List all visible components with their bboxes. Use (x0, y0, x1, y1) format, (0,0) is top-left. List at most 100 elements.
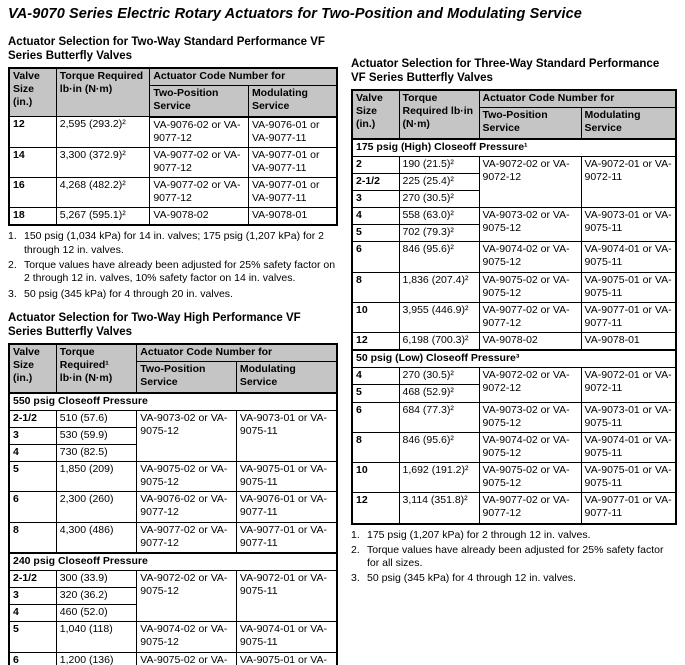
col-header-modulating: Modulating Service (235, 361, 338, 394)
two-position-code-cell: VA-9078-02 (478, 332, 582, 351)
footnote-number: 1. (351, 528, 360, 541)
two-position-code-cell: VA-9077-02 or VA-9077-12 (478, 492, 582, 524)
closeoff-section-row: 550 psig Closeoff Pressure (8, 391, 338, 411)
col-header-actuator-group: Actuator Code Number for (149, 67, 338, 87)
col-header-torque: Torque Required lb·in (N·m) (55, 67, 151, 118)
table-row: 12 3,114 (351.8)² VA-9077-02 or VA-9077-12… (351, 492, 677, 524)
modulating-code-cell: VA-9076-01 or VA-9077-11 (247, 116, 338, 148)
table-row: 4 730 (82.5) (8, 443, 337, 463)
valve-size-cell: 6 (351, 241, 400, 273)
torque-cell: 300 (33.9) (55, 569, 138, 589)
col-header-valve-size: Valve Size (in.) (8, 343, 57, 394)
table-row: 8 4,300 (486) VA-9077-02 or VA-9077-12 VA-9… (8, 521, 338, 554)
table-row: 5 468 (52.9)² (351, 384, 676, 403)
two-position-code-cell: VA-9078-02 (149, 207, 249, 226)
modulating-code-cell: VA-9074-01 or VA-9075-11 (580, 431, 677, 464)
footnote-text: Torque values have already been adjusted… (24, 259, 336, 285)
modulating-code-cell: VA-9072-01 or VA-9072-11 (580, 155, 677, 209)
modulating-code-cell: VA-9075-01 or VA-9075-11 (580, 271, 677, 303)
modulating-code-cell: VA-9073-01 or VA-9075-11 (580, 206, 677, 243)
torque-cell: 3,955 (446.9)² (398, 301, 480, 334)
modulating-code-cell: VA-9075-01 or VA-9075-11 (235, 461, 338, 493)
table-row: 4 270 (30.5)² VA-9072-02 or VA-9072-12 VA-9… (351, 367, 677, 403)
table-row: 14 3,300 (372.9)² VA-9077-02 or VA-9077-12… (8, 146, 338, 179)
footnote-number: 3. (8, 287, 17, 300)
table-row: 8 846 (95.6)² VA-9074-02 or VA-9075-12 VA-9… (351, 431, 677, 464)
table-row: 5 1,850 (209) VA-9075-02 or VA-9075-12 VA-9… (8, 461, 338, 493)
footnote: 3. 50 psig (345 kPa) for 4 through 12 in.… (351, 572, 677, 585)
two-position-code-cell: VA-9077-02 or VA-9077-12 (149, 176, 249, 209)
right-column: Actuator Selection for Three-Way Standar… (351, 36, 677, 588)
table-row: 16 4,268 (482.2)² VA-9077-02 or VA-9077-12… (8, 176, 338, 209)
torque-cell: 225 (25.4)² (398, 172, 480, 191)
table-row: 10 3,955 (446.9)² VA-9077-02 or VA-9077-12… (351, 301, 677, 334)
closeoff-section-row: 240 psig Closeoff Pressure (8, 551, 338, 571)
modulating-code-cell: VA-9077-01 or VA-9077-11 (247, 146, 338, 179)
valve-size-cell: 8 (351, 431, 400, 464)
col-header-modulating: Modulating Service (247, 85, 338, 118)
footnote: 2. Torque values have already been adjust… (8, 259, 338, 286)
valve-size-cell: 8 (8, 521, 57, 554)
two-position-code-cell: VA-9072-02 or VA-9075-12 (136, 569, 237, 623)
modulating-code-cell: VA-9078-01 (247, 207, 338, 226)
valve-size-cell: 2-1/2 (351, 172, 400, 191)
valve-size-cell: 4 (351, 367, 400, 386)
valve-size-cell: 4 (351, 206, 400, 226)
footnote-number: 3. (351, 572, 360, 585)
valve-size-cell: 5 (351, 384, 400, 403)
footnote-number: 2. (8, 259, 17, 272)
torque-cell: 2,300 (260) (55, 491, 138, 523)
closeoff-pressure-label: 240 psig Closeoff Pressure (8, 551, 338, 571)
torque-cell: 510 (57.6) (55, 409, 138, 428)
valve-size-cell: 14 (8, 146, 57, 179)
closeoff-section-row: 50 psig (Low) Closeoff Pressure³ (351, 349, 677, 369)
valve-size-cell: 6 (351, 401, 400, 433)
two-position-code-cell: VA-9075-02 or VA-9075-12 (478, 461, 582, 494)
valve-size-cell: 12 (351, 332, 400, 351)
two-position-code-cell: VA-9073-02 or VA-9075-12 (478, 401, 582, 433)
two-way-high-performance-table: Valve Size (in.) Torque Required¹ lb·in … (8, 343, 338, 665)
three-way-standard-footnotes: 1. 175 psig (1,207 kPa) for 2 through 12 … (351, 529, 677, 586)
modulating-code-cell: VA-9073-01 or VA-9075-11 (580, 401, 677, 433)
valve-size-cell: 2-1/2 (8, 569, 57, 589)
three-way-standard-table: Valve Size (in.) Torque Required lb·in (… (351, 89, 677, 525)
valve-size-cell: 16 (8, 176, 57, 209)
torque-cell: 530 (59.9) (55, 426, 138, 445)
header-row: Two-Position Service Modulating Service (9, 85, 338, 118)
valve-size-cell: 2-1/2 (8, 409, 57, 428)
col-header-torque: Torque Required¹ lb·in (N·m) (55, 343, 138, 394)
valve-size-cell: 18 (8, 207, 57, 226)
two-position-code-cell: VA-9076-02 or VA-9077-12 (136, 491, 237, 523)
closeoff-section-row: 175 psig (High) Closeoff Pressure¹ (351, 137, 677, 157)
valve-size-cell: 10 (351, 461, 400, 494)
footnote-text: 175 psig (1,207 kPa) for 2 through 12 in… (367, 528, 591, 541)
torque-cell: 460 (52.0) (55, 604, 138, 623)
table-row: 6 846 (95.6)² VA-9074-02 or VA-9075-12 VA-9… (351, 241, 677, 273)
two-position-code-cell: VA-9077-02 or VA-9077-12 (136, 521, 237, 554)
footnote: 2. Torque values have already been adjust… (351, 544, 677, 571)
col-header-two-position: Two-Position Service (149, 85, 249, 118)
modulating-code-cell: VA-9072-01 or VA-9075-11 (235, 569, 338, 623)
torque-cell: 270 (30.5)² (398, 367, 480, 386)
header-row: Valve Size (in.) Torque Required¹ lb·in … (8, 343, 338, 394)
two-position-code-cell: VA-9075-02 or VA-9075-12 (136, 651, 237, 665)
torque-cell: 6,198 (700.3)² (398, 332, 480, 351)
torque-cell: 702 (79.3)² (398, 224, 480, 243)
torque-cell: 1,200 (136) (55, 651, 138, 665)
col-header-two-position: Two-Position Service (478, 107, 582, 140)
table-row: 61,200 (136)VA-9075-02 or VA-9075-12VA-9… (8, 651, 338, 665)
two-position-code-cell: VA-9073-02 or VA-9075-12 (478, 206, 582, 243)
table-row: 2-1/2 300 (33.9) VA-9072-02 or VA-9075-12 V… (8, 569, 338, 623)
modulating-code-cell: VA-9077-01 or VA-9077-11 (247, 176, 338, 209)
modulating-code-cell: VA-9074-01 or VA-9075-11 (235, 621, 338, 653)
torque-cell: 4,268 (482.2)² (55, 176, 151, 209)
valve-size-cell: 4 (8, 604, 57, 623)
footnote: 1. 175 psig (1,207 kPa) for 2 through 12 … (351, 529, 677, 542)
footnote-text: 50 psig (345 kPa) for 4 through 20 in. v… (24, 287, 233, 300)
torque-cell: 846 (95.6)² (398, 241, 480, 273)
two-position-code-cell: VA-9077-02 or VA-9077-12 (149, 146, 249, 179)
two-position-code-cell: VA-9074-02 or VA-9075-12 (478, 431, 582, 464)
two-position-code-cell: VA-9075-02 or VA-9075-12 (136, 461, 237, 493)
modulating-code-cell: VA-9076-01 or VA-9077-11 (235, 491, 338, 523)
valve-size-cell: 5 (351, 224, 400, 243)
